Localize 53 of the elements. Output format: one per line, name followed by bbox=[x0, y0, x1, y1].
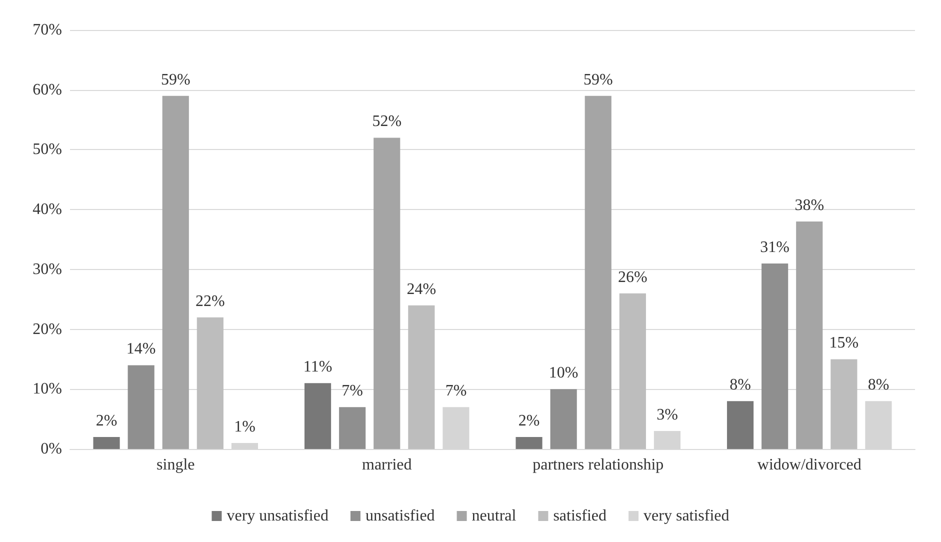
legend-label: satisfied bbox=[553, 508, 607, 524]
legend-label: unsatisfied bbox=[365, 508, 435, 524]
bar bbox=[93, 437, 120, 449]
data-label: 2% bbox=[518, 412, 540, 430]
bar bbox=[162, 96, 189, 449]
bar bbox=[584, 96, 612, 449]
bar bbox=[726, 401, 754, 449]
x-tick-label: single bbox=[156, 456, 195, 474]
bar bbox=[339, 407, 366, 449]
y-tick-label: 40% bbox=[32, 201, 62, 218]
bar bbox=[516, 437, 542, 449]
bar bbox=[796, 222, 823, 449]
x-tick-label: partners relationship bbox=[532, 456, 664, 474]
y-tick-label: 10% bbox=[32, 380, 62, 398]
data-label: 2% bbox=[96, 412, 118, 430]
data-label: 7% bbox=[445, 382, 467, 400]
bar bbox=[304, 383, 332, 449]
data-label: 1% bbox=[234, 418, 256, 436]
x-tick-label: married bbox=[362, 456, 412, 474]
bar bbox=[830, 359, 858, 449]
data-label: 59% bbox=[583, 71, 613, 88]
bar bbox=[196, 317, 224, 449]
bar bbox=[374, 138, 400, 449]
bar bbox=[408, 305, 435, 449]
y-tick-label: 30% bbox=[32, 260, 62, 278]
y-tick-label: 50% bbox=[32, 141, 62, 158]
data-label: 8% bbox=[868, 376, 890, 394]
data-label: 52% bbox=[372, 113, 402, 130]
y-tick-label: 0% bbox=[40, 440, 62, 458]
bar bbox=[619, 293, 646, 449]
data-label: 8% bbox=[730, 376, 751, 394]
data-label: 10% bbox=[548, 364, 578, 382]
legend-label: very satisfied bbox=[644, 508, 730, 524]
bar bbox=[128, 365, 154, 449]
data-label: 15% bbox=[829, 334, 859, 352]
data-label: 22% bbox=[196, 292, 225, 310]
data-label: 26% bbox=[618, 268, 648, 286]
bar bbox=[762, 263, 788, 449]
x-tick-label: widow/divorced bbox=[757, 456, 862, 474]
y-tick-label: 60% bbox=[32, 81, 62, 98]
data-label: 7% bbox=[342, 382, 363, 400]
data-label: 3% bbox=[656, 406, 678, 424]
data-label: 38% bbox=[794, 197, 824, 214]
data-label: 59% bbox=[160, 71, 190, 88]
data-label: 24% bbox=[406, 280, 436, 298]
y-tick-label: 20% bbox=[32, 320, 62, 338]
legend-label: neutral bbox=[472, 508, 517, 524]
bar bbox=[550, 389, 577, 449]
data-label: 14% bbox=[126, 340, 156, 358]
y-tick-label: 70% bbox=[32, 22, 62, 38]
data-label: 11% bbox=[303, 358, 332, 376]
data-label: 31% bbox=[760, 238, 790, 256]
legend-label: very unsatisfied bbox=[226, 508, 328, 524]
